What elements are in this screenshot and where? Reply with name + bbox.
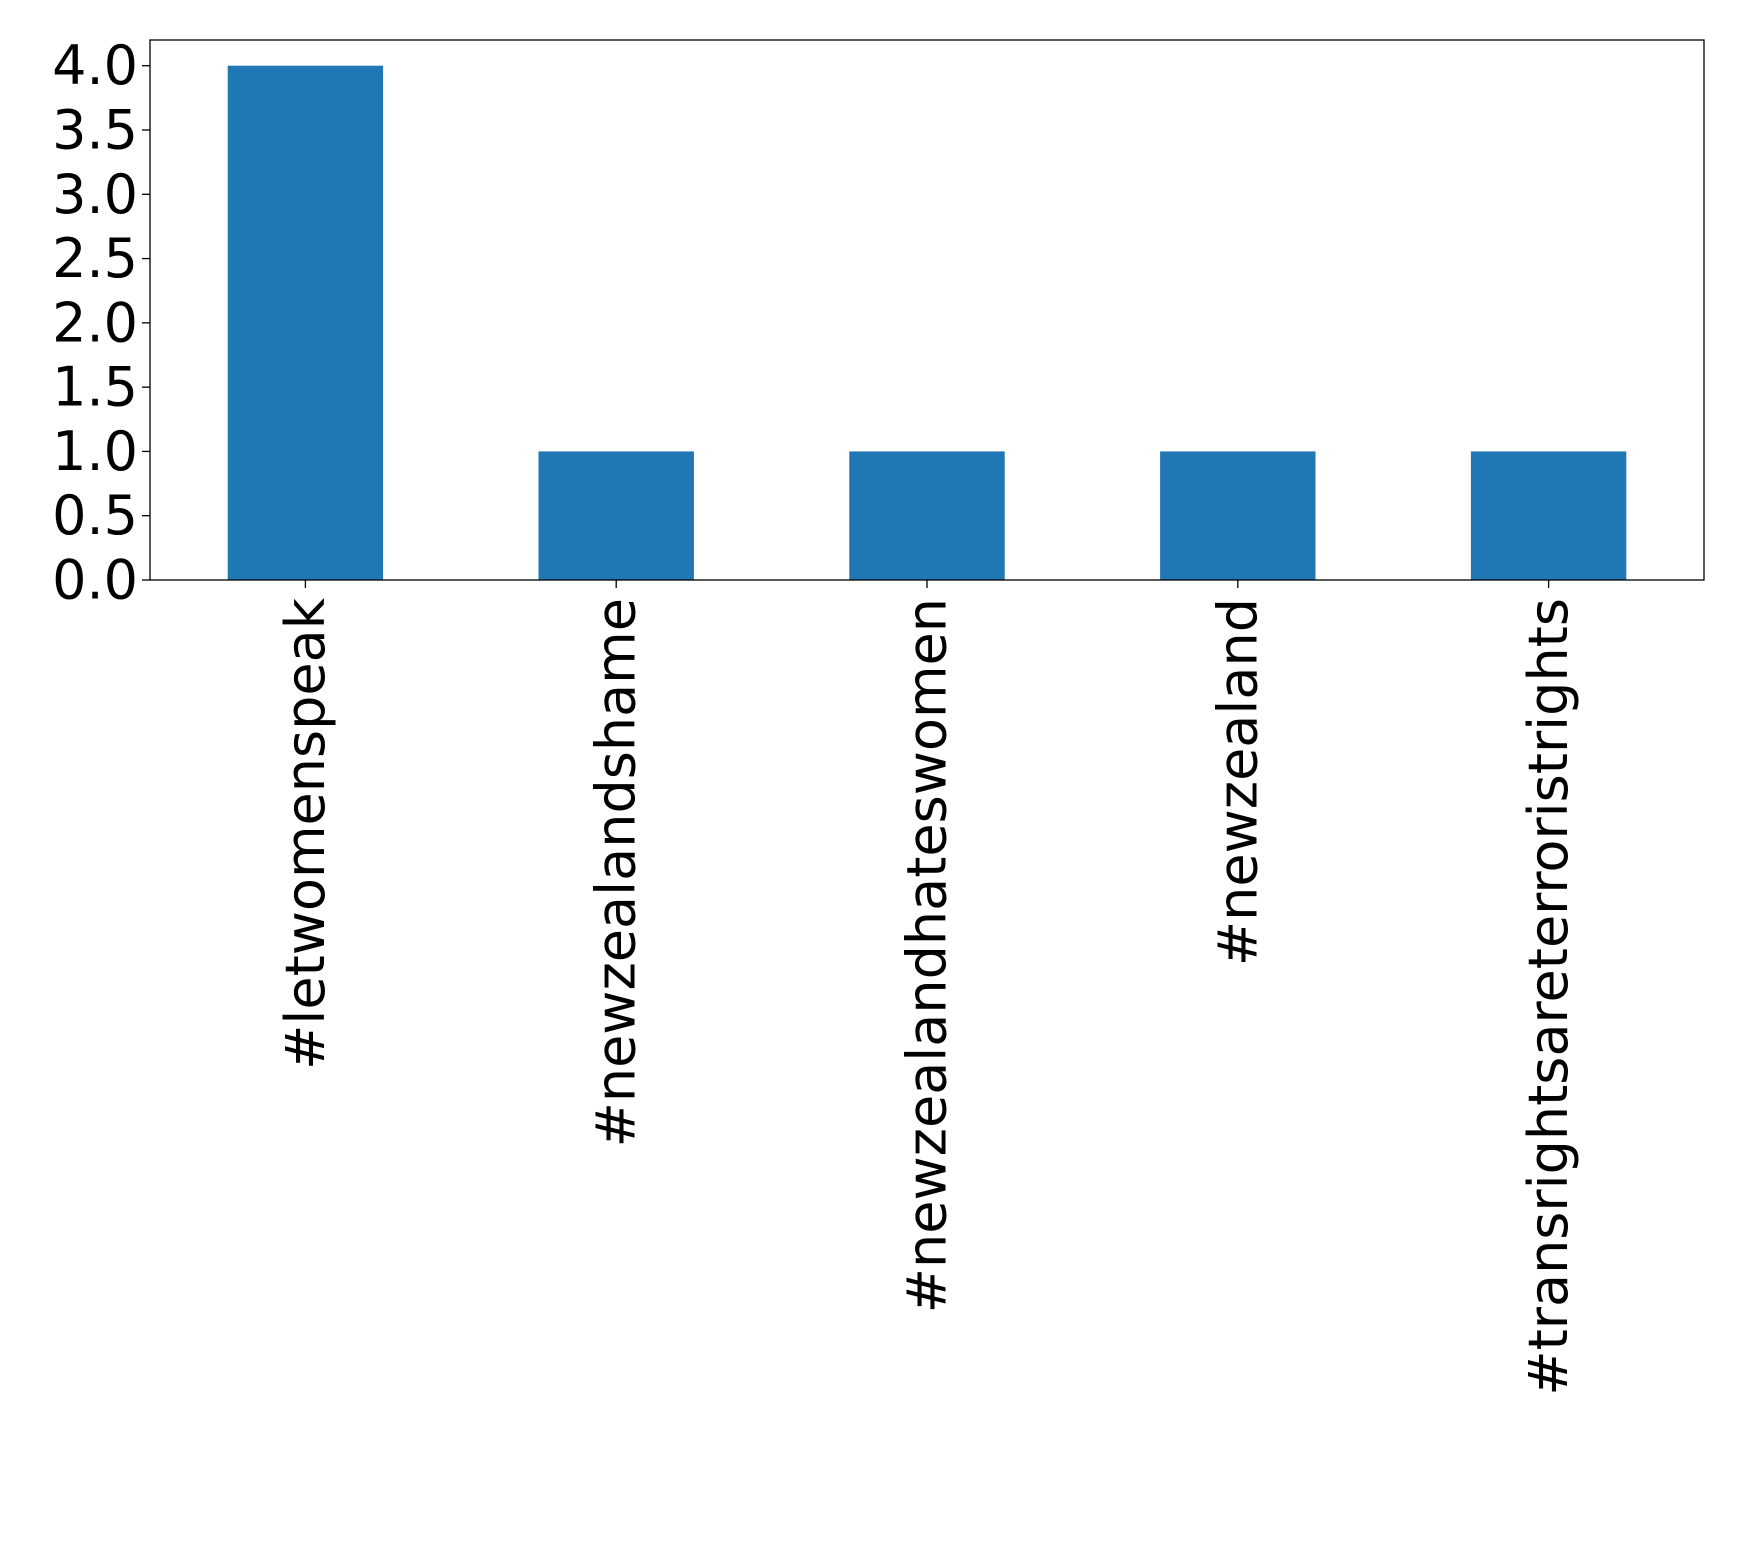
bar-2 xyxy=(849,451,1005,580)
y-tick-label-2: 1.0 xyxy=(52,420,138,483)
y-tick-label-1: 0.5 xyxy=(52,484,138,547)
bar-3 xyxy=(1160,451,1316,580)
x-tick-label-1: #newzealandshame xyxy=(585,598,648,1147)
y-axis-ticks: 0.00.51.01.52.02.53.03.54.0 xyxy=(52,34,150,612)
plot-frame xyxy=(149,39,1705,581)
x-tick-label-4: #transrightsareterroristrights xyxy=(1517,598,1580,1396)
y-tick-label-5: 2.5 xyxy=(52,227,138,290)
y-tick-label-4: 2.0 xyxy=(52,291,138,354)
bar-4 xyxy=(1470,451,1627,580)
y-tick-label-3: 1.5 xyxy=(52,356,138,419)
x-tick-label-3: #newzealand xyxy=(1206,598,1269,966)
y-tick-label-7: 3.5 xyxy=(52,99,138,162)
bar-1 xyxy=(538,451,694,580)
y-tick-label-6: 3.0 xyxy=(52,163,138,226)
x-tick-label-0: #letwomenspeak xyxy=(274,597,337,1070)
bar-0 xyxy=(227,65,384,580)
y-tick-label-0: 0.0 xyxy=(52,549,138,612)
x-axis-ticks: #letwomenspeak #newzealandshame #newzealan… xyxy=(274,580,1580,1396)
bars-layer xyxy=(227,65,1627,580)
y-tick-label-8: 4.0 xyxy=(52,34,138,97)
x-tick-label-2: #newzealandhateswomen xyxy=(896,598,959,1313)
